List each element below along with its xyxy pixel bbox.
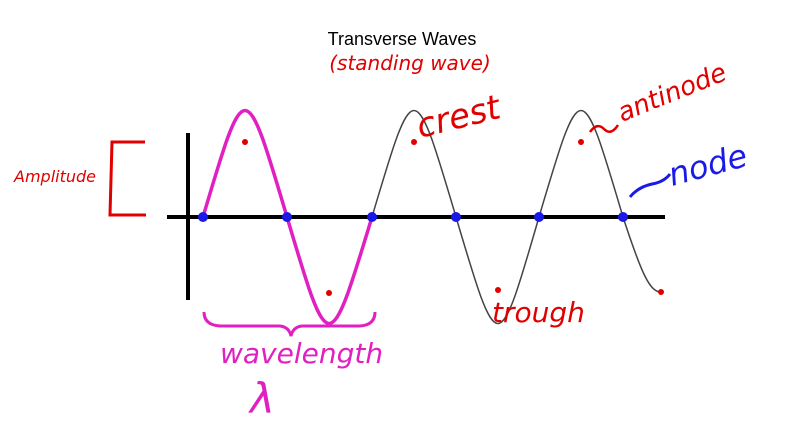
node-label: node	[664, 136, 751, 193]
antinode-point	[242, 139, 248, 145]
antinode-label: antinode	[613, 58, 731, 129]
antinode-point	[578, 139, 584, 145]
antinode-point	[658, 289, 664, 295]
antinode-point	[326, 290, 332, 296]
node-point	[451, 212, 461, 222]
lambda-symbol: λ	[248, 374, 275, 423]
wavelength-label: wavelength	[220, 337, 383, 370]
node-point	[282, 212, 292, 222]
node-pointer	[628, 173, 672, 198]
antinode-point	[495, 287, 501, 293]
node-point	[534, 212, 544, 222]
node-point	[198, 212, 208, 222]
trough-label: trough	[492, 296, 585, 329]
crest-label: crest	[413, 87, 506, 147]
wavelength-brace	[202, 311, 377, 337]
antinode-points	[242, 139, 664, 296]
diagram-title: Transverse Waves	[328, 29, 477, 49]
amplitude-label: Amplitude	[13, 167, 96, 186]
node-point	[367, 212, 377, 222]
antinode-point	[411, 139, 417, 145]
node-point	[618, 212, 628, 222]
node-points	[198, 212, 628, 222]
amplitude-bracket	[108, 140, 146, 217]
diagram-subtitle: (standing wave)	[329, 51, 491, 75]
antinode-pointer	[588, 124, 620, 133]
